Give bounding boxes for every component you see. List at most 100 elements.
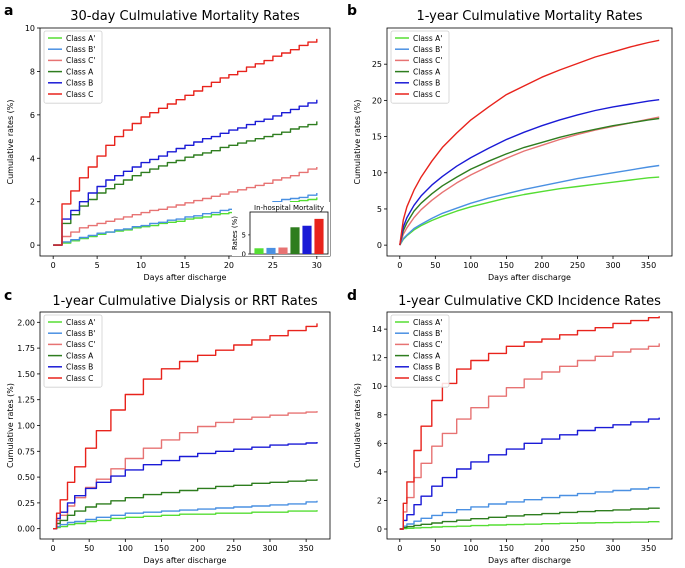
y-tick-label: 4 bbox=[377, 468, 382, 477]
legend: Class A' Class B' Class C' Class A Class B Cl… bbox=[390, 30, 450, 104]
legend: Class A' Class B' Class C' Class A Class B Cl… bbox=[390, 314, 450, 388]
panel-label: d bbox=[347, 288, 357, 304]
x-tick-label: 50 bbox=[430, 261, 440, 270]
y-tick-label: 0 bbox=[30, 241, 35, 250]
series-line-class-a bbox=[399, 117, 660, 246]
legend-entry: Class A' bbox=[66, 34, 95, 43]
legend-entry: Class A bbox=[66, 67, 94, 76]
inset-bar bbox=[278, 247, 288, 254]
x-axis-label: Days after discharge bbox=[144, 556, 227, 565]
series-line-class-a bbox=[53, 479, 318, 530]
y-tick-label: 0 bbox=[377, 525, 382, 534]
y-axis-label: Cumulative rates (%) bbox=[6, 99, 15, 184]
x-axis-label: Days after discharge bbox=[488, 556, 571, 565]
x-tick-label: 350 bbox=[641, 261, 656, 270]
series-line-class-c bbox=[399, 39, 660, 246]
y-tick-label: 25 bbox=[372, 60, 382, 69]
legend-entry: Class B' bbox=[413, 329, 442, 338]
series-line-class-b bbox=[53, 99, 318, 246]
legend: Class A' Class B' Class C' Class A Class B Cl… bbox=[43, 314, 103, 388]
x-tick-label: 0 bbox=[397, 261, 402, 270]
x-tick-label: 0 bbox=[397, 544, 402, 553]
plot-frame bbox=[386, 27, 673, 257]
x-tick-label: 300 bbox=[605, 544, 620, 553]
x-tick-label: 350 bbox=[641, 544, 656, 553]
series-line-class-c- bbox=[399, 116, 660, 246]
y-tick-label: 4 bbox=[30, 154, 35, 163]
inset-frame bbox=[249, 211, 329, 255]
x-tick-label: 30 bbox=[312, 261, 322, 270]
x-tick-label: 0 bbox=[51, 261, 56, 270]
y-tick-label: 10 bbox=[372, 382, 382, 391]
inset-y-tick-label: 0 bbox=[242, 251, 246, 259]
legend-entry: Class C bbox=[66, 90, 93, 99]
legend-entry: Class A' bbox=[413, 34, 442, 43]
panel-d: d 1-year Culmulative CKD Incidence Rates 0… bbox=[347, 288, 673, 565]
legend-entry: Class B' bbox=[413, 45, 442, 54]
y-tick-label: 1.50 bbox=[17, 370, 35, 379]
legend-entry: Class C bbox=[66, 374, 93, 383]
legend-entry: Class B bbox=[413, 363, 440, 372]
series-line-class-b- bbox=[53, 193, 318, 246]
legend-entry: Class B bbox=[66, 79, 93, 88]
chart-title: 30-day Culmulative Mortality Rates bbox=[70, 9, 300, 24]
x-tick-label: 100 bbox=[463, 544, 478, 553]
series-line-class-a- bbox=[399, 176, 660, 246]
inset-bar bbox=[266, 247, 276, 254]
series-line-class-c- bbox=[53, 167, 318, 246]
series-line-class-a bbox=[399, 507, 660, 530]
y-tick-label: 10 bbox=[25, 24, 35, 33]
series-line-class-b bbox=[53, 442, 318, 530]
series-line-class-c bbox=[53, 38, 318, 246]
series-line-class-b bbox=[399, 99, 660, 246]
y-axis-label: Cumulative rates (%) bbox=[6, 383, 15, 468]
x-tick-label: 5 bbox=[95, 261, 100, 270]
inset-y-axis-label: Rates (%) bbox=[231, 216, 239, 250]
y-axis-label: Cumulative rates (%) bbox=[353, 99, 362, 184]
inset-y-tick-label: 5 bbox=[242, 231, 246, 239]
x-tick-label: 200 bbox=[190, 544, 205, 553]
x-tick-label: 150 bbox=[154, 544, 169, 553]
chart-title: 1-year Culmulative CKD Incidence Rates bbox=[398, 294, 661, 309]
legend-entry: Class C bbox=[413, 374, 440, 383]
series-line-class-a- bbox=[399, 521, 660, 530]
panel-label: b bbox=[347, 3, 357, 19]
x-tick-label: 200 bbox=[534, 544, 549, 553]
legend-entry: Class B' bbox=[66, 329, 95, 338]
x-tick-label: 300 bbox=[262, 544, 277, 553]
legend-entry: Class B' bbox=[66, 45, 95, 54]
x-tick-label: 250 bbox=[570, 261, 585, 270]
legend-entry: Class A bbox=[413, 67, 441, 76]
legend-entry: Class C' bbox=[413, 56, 442, 65]
legend-entry: Class A' bbox=[413, 318, 442, 327]
legend-entry: Class B bbox=[413, 79, 440, 88]
y-tick-label: 1.75 bbox=[17, 344, 35, 353]
y-tick-label: 14 bbox=[372, 325, 382, 334]
x-tick-label: 25 bbox=[268, 261, 278, 270]
series-line-class-b bbox=[399, 417, 660, 530]
chart-title: 1-year Culmulative Dialysis or RRT Rates bbox=[52, 294, 317, 309]
x-tick-label: 250 bbox=[226, 544, 241, 553]
y-tick-label: 8 bbox=[377, 411, 382, 420]
series-line-class-c bbox=[399, 316, 660, 530]
panel-c: c 1-year Culmulative Dialysis or RRT Rate… bbox=[4, 288, 331, 565]
legend-entry: Class C' bbox=[66, 56, 95, 65]
series-line-class-c- bbox=[399, 343, 660, 530]
x-tick-label: 50 bbox=[430, 544, 440, 553]
x-tick-label: 10 bbox=[136, 261, 146, 270]
x-tick-label: 100 bbox=[118, 544, 133, 553]
x-tick-label: 15 bbox=[180, 261, 190, 270]
y-tick-label: 6 bbox=[377, 439, 382, 448]
panel-a: a 30-day Culmulative Mortality Rates 0 2 4 6 8… bbox=[4, 3, 331, 282]
legend-entry: Class A bbox=[413, 351, 441, 360]
y-tick-label: 12 bbox=[372, 354, 382, 363]
y-tick-label: 10 bbox=[372, 169, 382, 178]
panel-label: a bbox=[4, 3, 13, 19]
y-tick-label: 20 bbox=[372, 96, 382, 105]
inset-bar bbox=[302, 225, 312, 254]
x-tick-label: 350 bbox=[298, 544, 313, 553]
series-line-class-b- bbox=[399, 164, 660, 246]
x-tick-label: 250 bbox=[570, 544, 585, 553]
y-tick-label: 2.00 bbox=[17, 318, 35, 327]
